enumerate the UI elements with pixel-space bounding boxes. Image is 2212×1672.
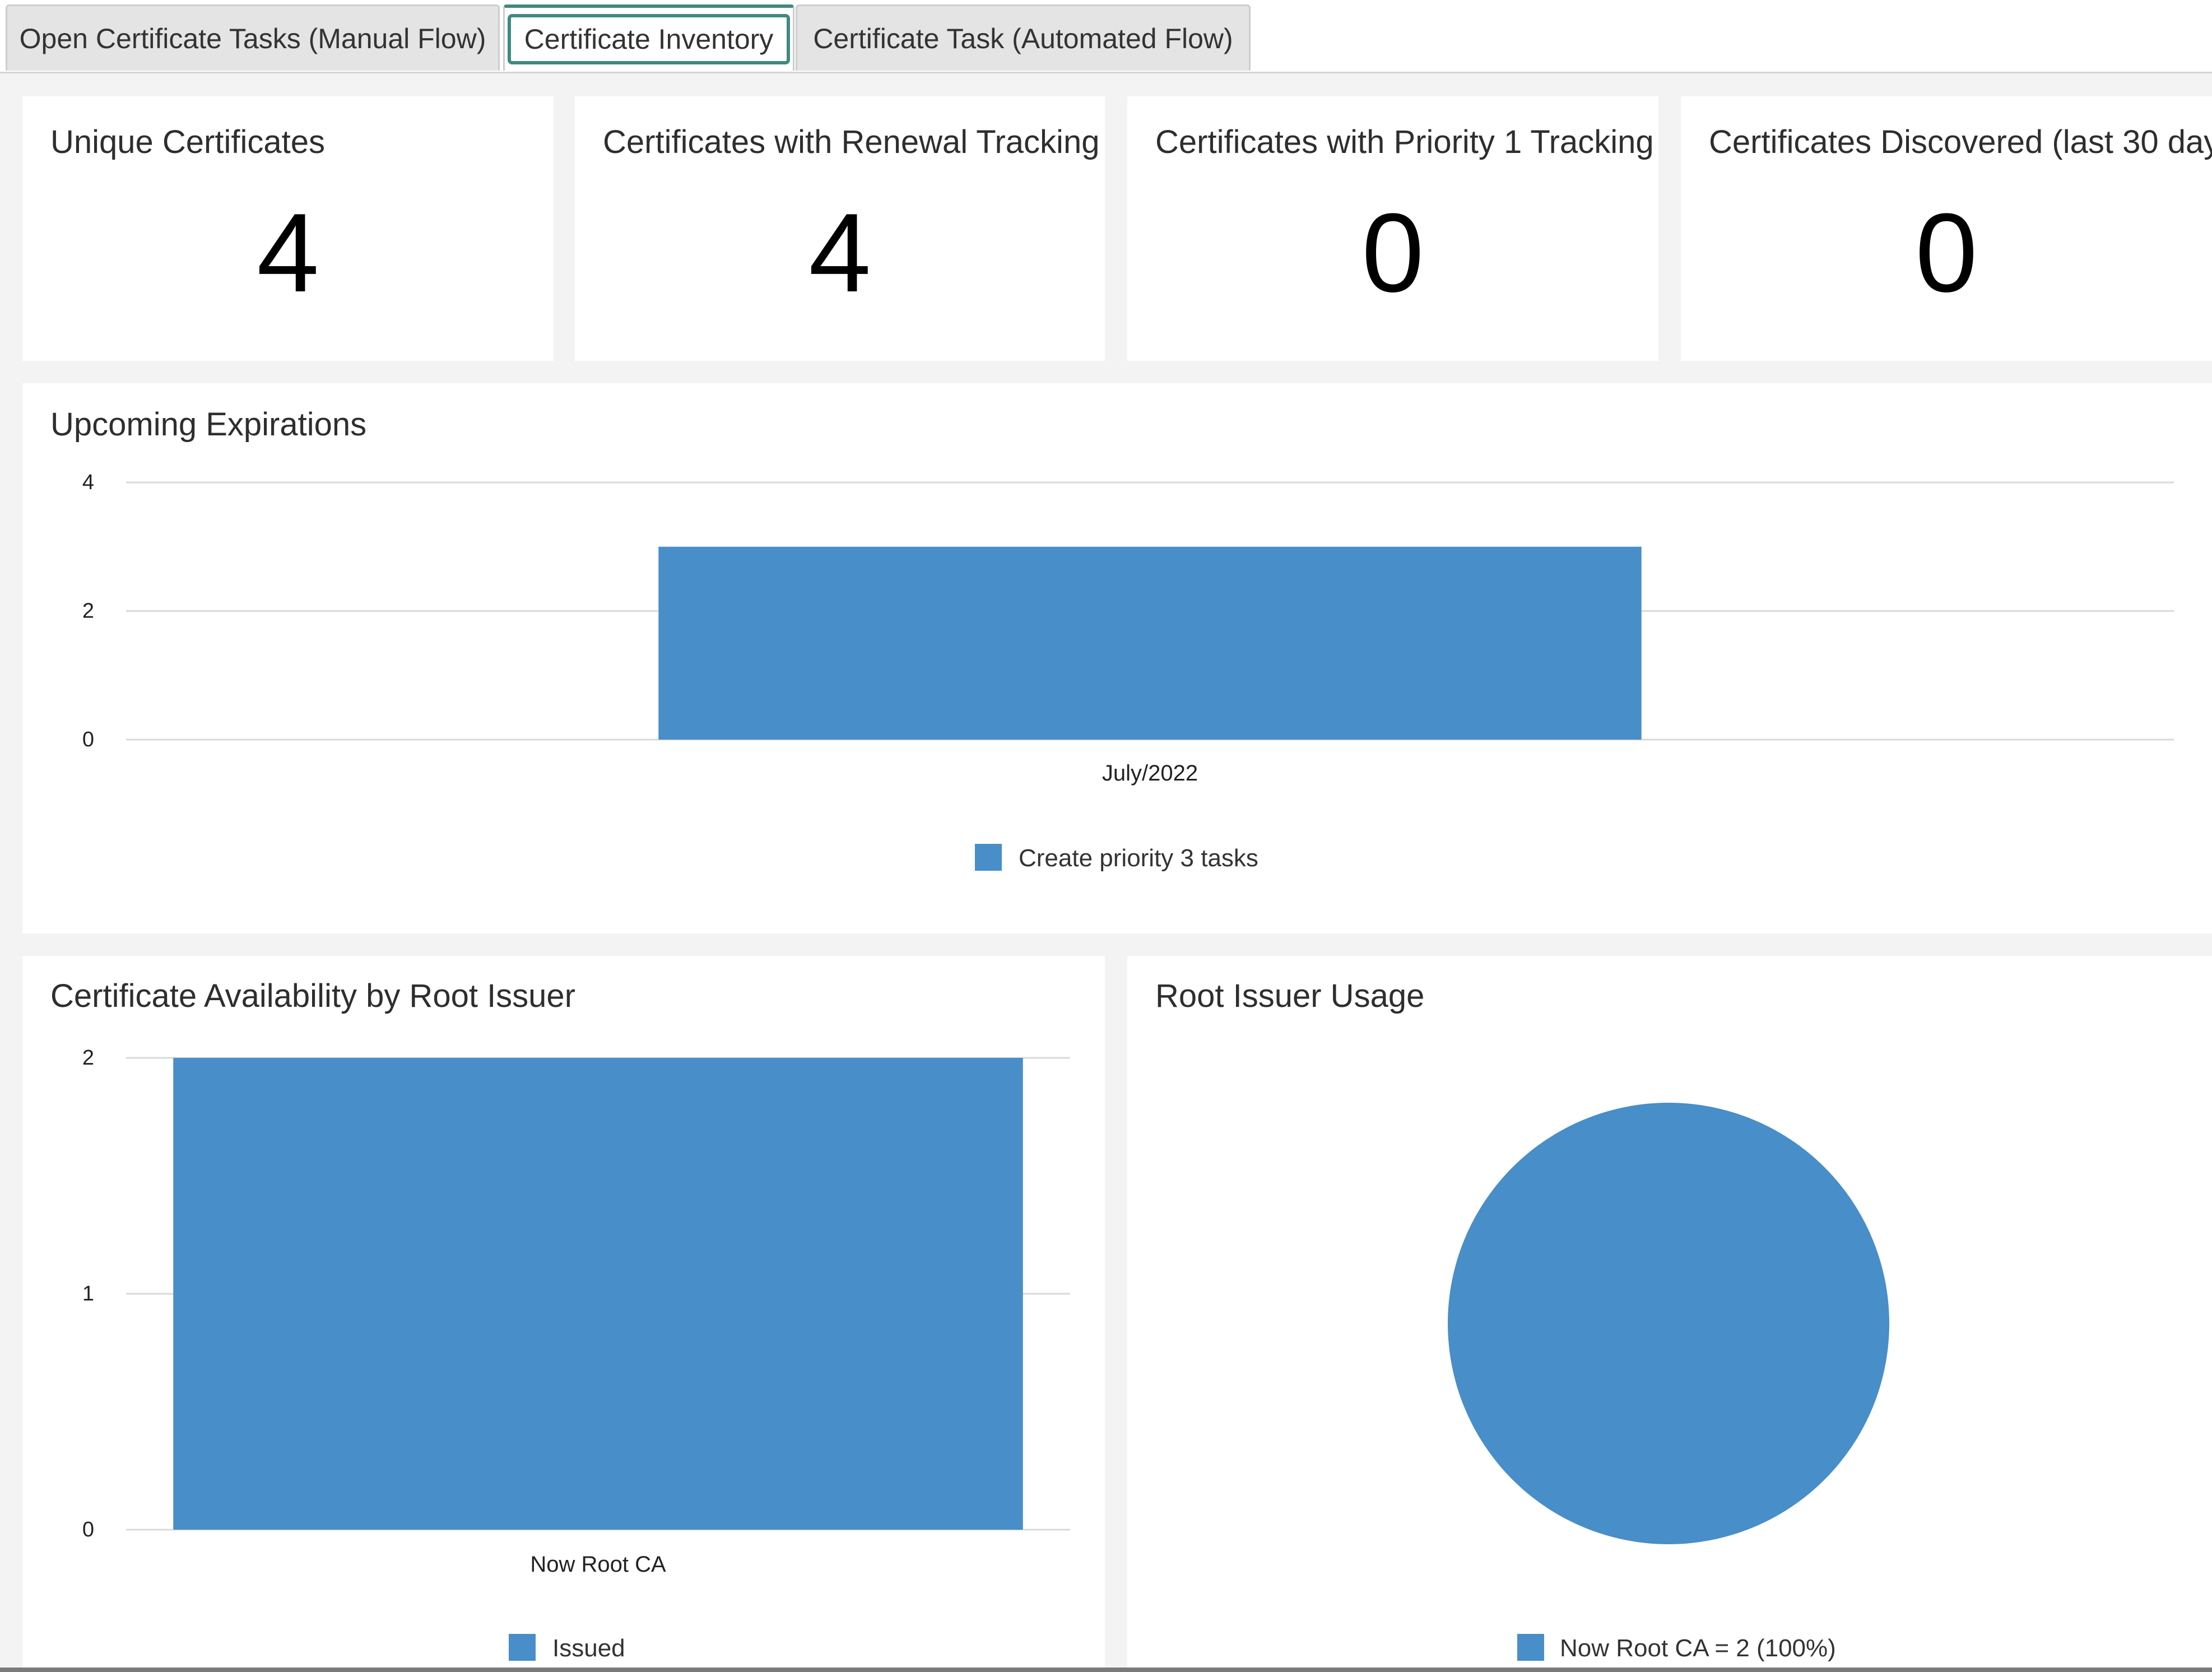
kpi-value: 0 xyxy=(1915,191,1978,315)
upcoming-expirations-card: Upcoming Expirations 0 2 4 July/2022 Create … xyxy=(22,383,2212,933)
kpi-title: Certificates with Renewal Tracking xyxy=(603,124,1100,160)
kpi-card-unique-certificates: Unique Certificates 4 xyxy=(22,96,554,361)
root-issuer-usage-card: Root Issuer Usage Now Root CA = 2 (100%) xyxy=(1127,956,2212,1672)
pie-slice xyxy=(1448,1103,1889,1544)
x-tick-label: Now Root CA xyxy=(530,1552,666,1577)
tab-label: Certificate Inventory xyxy=(507,14,791,64)
availability-by-root-issuer-card: Certificate Availability by Root Issuer … xyxy=(22,956,1105,1672)
y-tick-label: 2 xyxy=(82,1046,94,1070)
availability-chart: 0 1 2 Now Root CA Issued xyxy=(82,1046,1070,1662)
root-issuer-usage-chart: Now Root CA = 2 (100%) xyxy=(1448,1103,1889,1662)
kpi-value: 4 xyxy=(808,191,871,315)
legend-label: Create priority 3 tasks xyxy=(1019,844,1258,872)
upcoming-expirations-chart: 0 2 4 July/2022 Create priority 3 tasks xyxy=(82,471,2174,872)
kpi-card-discovered-last-30-days: Certificates Discovered (last 30 days) 0 xyxy=(1681,96,2212,361)
tab-bar: Open Certificate Tasks (Manual Flow) Cer… xyxy=(0,0,2212,73)
kpi-value: 0 xyxy=(1361,191,1424,315)
y-tick-label: 1 xyxy=(82,1282,94,1306)
legend-swatch xyxy=(1517,1634,1544,1661)
tab-certificate-inventory[interactable]: Certificate Inventory xyxy=(503,4,794,71)
kpi-title: Certificates Discovered (last 30 days) xyxy=(1709,124,2212,160)
bar xyxy=(173,1058,1023,1530)
chart-title: Certificate Availability by Root Issuer xyxy=(50,978,576,1014)
y-tick-label: 4 xyxy=(82,471,94,494)
kpi-title: Unique Certificates xyxy=(50,124,325,160)
kpi-value: 4 xyxy=(257,191,319,315)
y-tick-label: 0 xyxy=(82,1518,94,1541)
y-tick-label: 0 xyxy=(82,728,94,751)
legend-label: Issued xyxy=(552,1634,625,1662)
window-bottom-edge xyxy=(0,1668,2212,1672)
legend-label: Now Root CA = 2 (100%) xyxy=(1560,1634,1836,1662)
kpi-title: Certificates with Priority 1 Tracking xyxy=(1155,124,1654,160)
tab-label: Certificate Task (Automated Flow) xyxy=(813,22,1233,54)
tab-certificate-task-automated[interactable]: Certificate Task (Automated Flow) xyxy=(796,4,1251,71)
y-tick-label: 2 xyxy=(82,600,94,623)
tab-open-certificate-tasks[interactable]: Open Certificate Tasks (Manual Flow) xyxy=(6,4,500,71)
legend-swatch xyxy=(509,1634,536,1661)
kpi-card-priority-1-tracking: Certificates with Priority 1 Tracking 0 xyxy=(1127,96,1658,361)
chart-title: Upcoming Expirations xyxy=(50,406,367,443)
tab-label: Open Certificate Tasks (Manual Flow) xyxy=(19,22,486,54)
x-tick-label: July/2022 xyxy=(1102,761,1198,786)
chart-title: Root Issuer Usage xyxy=(1155,978,1425,1014)
kpi-card-renewal-tracking: Certificates with Renewal Tracking 4 xyxy=(575,96,1105,361)
bar xyxy=(658,546,1642,740)
legend-swatch xyxy=(975,844,1002,871)
